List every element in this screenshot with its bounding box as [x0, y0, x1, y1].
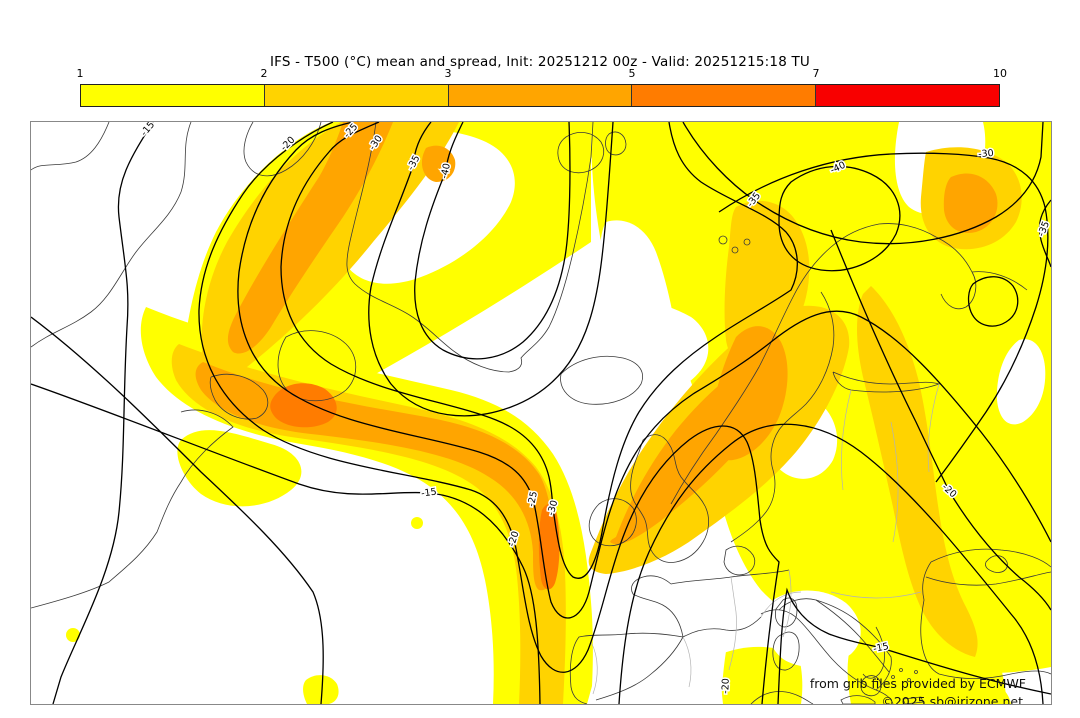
credits-copyright: ©2025 sb@irizone.net	[881, 694, 1023, 704]
contour-label: -25	[526, 490, 540, 507]
colorbar-tick-label: 1	[76, 67, 84, 80]
contour-label: -15	[139, 122, 157, 138]
spread-colorbar	[80, 84, 1000, 107]
colorbar-segment-3	[632, 85, 817, 106]
mean-contours	[31, 122, 1051, 704]
colorbar-tick-label: 10	[993, 67, 1007, 80]
contour-label: -15	[872, 641, 889, 655]
credits-source: from grib files provided by ECMWF	[810, 676, 1026, 691]
colorbar-segment-1	[264, 85, 449, 106]
weather-map: -15 -20 -25 -30 -35 -40 -35 -40 -30 -35 -15 -25 -30-…	[30, 121, 1052, 705]
colorbar-tick-label: 2	[260, 67, 268, 80]
chart-title: IFS - T500 (°C) mean and spread, Init: 2…	[269, 54, 811, 70]
colorbar-ticks: 1 2 3 5 7 10	[76, 67, 1008, 82]
contour-label: -20	[506, 530, 521, 548]
contour-label: -15	[421, 486, 438, 499]
colorbar-tick-label: 5	[628, 67, 636, 80]
colorbar-tick-label: 7	[812, 67, 820, 80]
contour-label: -30	[978, 148, 994, 160]
colorbar-segment-2	[448, 85, 633, 106]
contour-label: -20	[720, 678, 732, 694]
colorbar-segment-0	[81, 85, 265, 106]
contour-labels: -15-20-25-30-35 -40-35-40-30-35-15 -25-30-…	[137, 122, 1051, 695]
coastlines	[31, 122, 1051, 704]
colorbar-tick-label: 3	[444, 67, 452, 80]
contour-label: -40	[439, 162, 453, 179]
colorbar-segment-4	[816, 85, 999, 106]
